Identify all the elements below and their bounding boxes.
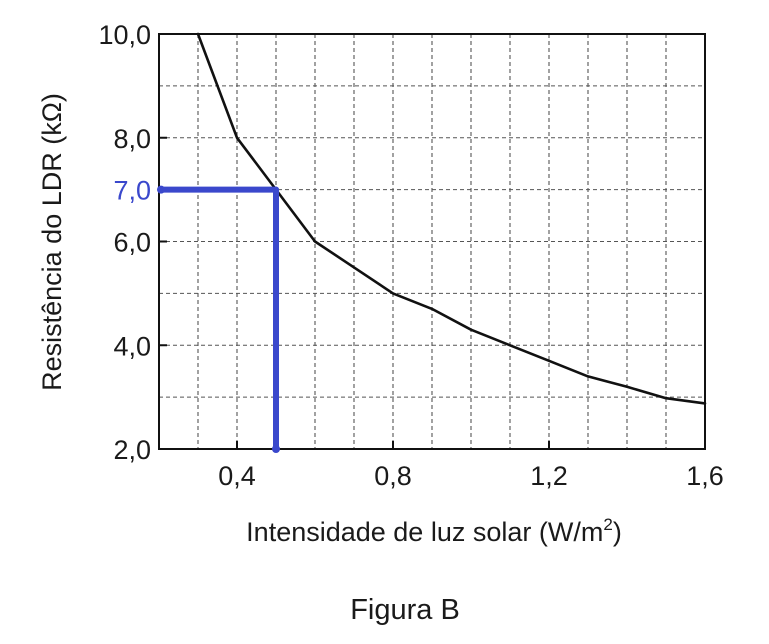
y-tick-label: 10,0 — [98, 20, 151, 50]
x-axis-label-end: ) — [613, 517, 622, 547]
series-line — [196, 32, 707, 405]
y-axis-label: Resistência do LDR (kΩ) — [37, 93, 67, 391]
x-tick-label: 1,6 — [686, 461, 724, 491]
x-axis-label-superscript: 2 — [603, 515, 612, 534]
y-tick-label: 2,0 — [113, 435, 151, 465]
highlight-guide: 7,0 — [113, 176, 280, 453]
x-tick-label: 1,2 — [530, 461, 568, 491]
figure-caption: Figura B — [350, 594, 460, 626]
x-tick-label: 0,4 — [218, 461, 256, 491]
highlight-x-endpoint — [272, 445, 280, 453]
highlight-y-endpoint — [157, 185, 165, 194]
series-group — [196, 32, 707, 405]
highlight-value-label: 7,0 — [113, 176, 151, 206]
x-axis-label: Intensidade de luz solar (W/m2) — [246, 515, 622, 547]
y-tick-label: 4,0 — [113, 331, 151, 361]
y-tick-label: 8,0 — [113, 124, 151, 154]
grid — [159, 34, 705, 449]
x-axis-ticks: 0,4 0,8 1,2 1,6 — [218, 441, 724, 491]
x-tick-label: 0,8 — [374, 461, 412, 491]
y-axis-ticks: 2,0 4,0 6,0 8,0 10,0 — [98, 20, 167, 465]
y-tick-label: 6,0 — [113, 228, 151, 258]
